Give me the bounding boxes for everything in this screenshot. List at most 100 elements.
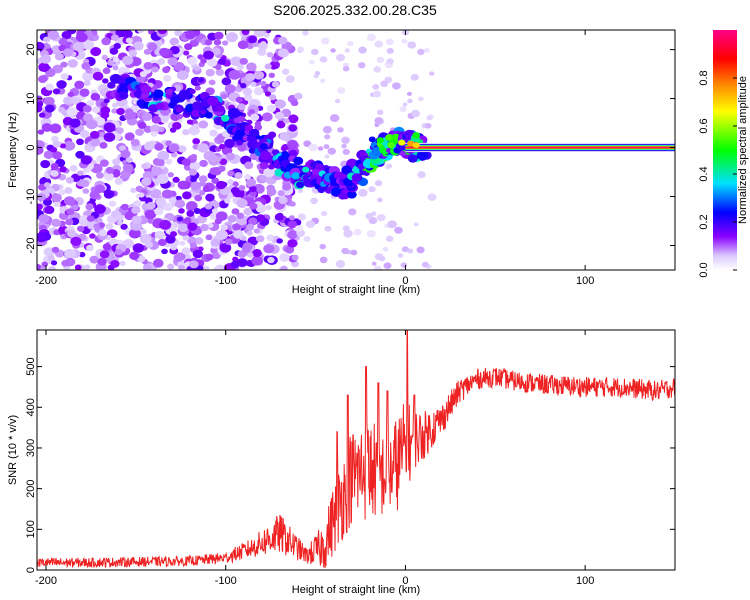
spectral-blob xyxy=(291,254,299,261)
spectral-blob xyxy=(119,260,126,266)
spectral-blob xyxy=(194,85,201,91)
spectral-blob xyxy=(84,264,91,270)
spectral-blob xyxy=(407,154,418,163)
spectral-blob xyxy=(386,163,393,169)
colorbar-ticks: 0.0 0.2 0.4 0.6 0.8 xyxy=(698,70,737,278)
spectral-blob xyxy=(200,58,207,64)
spectral-blob xyxy=(135,128,144,136)
spectral-blob xyxy=(150,124,161,133)
spectral-blob xyxy=(269,94,277,101)
spectral-blob xyxy=(72,41,85,52)
snr-series-line xyxy=(37,330,675,569)
spectral-blob xyxy=(114,248,123,256)
spectral-blob xyxy=(218,165,226,172)
spectral-blob xyxy=(51,193,62,202)
spectral-blob xyxy=(144,141,155,151)
spectral-blob xyxy=(351,173,361,182)
spectral-blob xyxy=(135,146,142,152)
spectral-blob xyxy=(50,146,58,153)
spectral-blob xyxy=(277,190,285,197)
spectral-blob xyxy=(37,203,43,211)
snr-frame xyxy=(36,329,676,571)
spectral-blob xyxy=(44,104,55,113)
spectral-blob xyxy=(274,213,284,221)
spectral-blob xyxy=(58,189,66,196)
spectral-blob xyxy=(366,229,376,238)
spectral-blob xyxy=(302,30,309,36)
spectral-blob xyxy=(82,40,95,50)
spectral-blob xyxy=(161,248,168,255)
spectral-blob xyxy=(327,147,337,155)
spectral-blob xyxy=(120,223,128,230)
spectral-blob xyxy=(130,56,142,67)
spectral-blob xyxy=(237,144,247,152)
carrier-line-band xyxy=(405,147,675,149)
spectral-blob xyxy=(188,125,200,136)
spectral-blob xyxy=(231,208,240,215)
spectral-blob xyxy=(189,88,196,95)
spectral-blob xyxy=(285,75,295,83)
spectral-blob xyxy=(263,32,270,38)
colorbar-tick-label: 0.0 xyxy=(698,262,710,277)
spectral-blob xyxy=(75,150,85,159)
spectral-blob xyxy=(174,199,186,209)
spectral-blob xyxy=(74,80,85,90)
spectral-blob xyxy=(248,217,258,226)
spectral-blob xyxy=(113,42,121,50)
spectral-blob xyxy=(376,109,384,116)
spectral-blob xyxy=(385,235,394,242)
colorbar-label: Normalized spectral amplitude xyxy=(737,76,749,224)
colorbar-tick-label: 0.4 xyxy=(698,166,710,181)
spectral-blob xyxy=(314,70,321,76)
spectral-blob xyxy=(212,251,221,260)
spectral-blob xyxy=(58,44,67,52)
spectral-blob xyxy=(278,196,288,205)
spectral-blob xyxy=(224,238,233,245)
spectral-blob xyxy=(61,30,72,40)
spectral-blob xyxy=(260,151,272,161)
colorbar-gradient xyxy=(713,30,737,270)
spectral-blob xyxy=(421,261,429,268)
spectral-blob xyxy=(253,228,260,234)
spectral-blob xyxy=(236,258,248,267)
spectral-blob xyxy=(244,174,251,180)
spectral-blob xyxy=(248,109,256,115)
spectral-blob xyxy=(89,255,99,264)
y-tick-label: 300 xyxy=(25,439,37,457)
spectral-blob xyxy=(69,118,81,128)
spectral-blob xyxy=(173,253,184,262)
spectral-blob xyxy=(177,180,189,190)
spectral-blob xyxy=(358,46,367,54)
spectral-blob xyxy=(132,243,145,253)
spectral-blob xyxy=(138,192,145,198)
spectral-blob xyxy=(266,104,277,113)
spectral-blob xyxy=(38,214,50,224)
spectral-blob xyxy=(283,118,290,124)
spectrogram-x-label: Height of straight line (km) xyxy=(292,284,420,296)
spectral-blob xyxy=(266,51,274,58)
spectral-blob xyxy=(103,190,114,199)
spectral-blob xyxy=(320,37,330,45)
spectral-blob xyxy=(337,87,346,94)
spectral-blob xyxy=(320,78,326,83)
spectral-blob xyxy=(220,224,229,231)
spectral-blob xyxy=(206,58,218,67)
spectral-blob xyxy=(219,158,228,166)
spectral-blob xyxy=(67,229,77,238)
spectral-blob xyxy=(103,132,116,142)
spectral-blob xyxy=(424,122,432,129)
spectral-blob xyxy=(92,71,104,81)
spectral-blob xyxy=(150,188,162,199)
spectral-blob xyxy=(374,180,383,187)
spectral-blob xyxy=(45,83,54,91)
x-tick-label: 0 xyxy=(402,575,408,587)
spectral-blob xyxy=(192,249,203,259)
snr-x-ticks: -200 -100 0 100 xyxy=(35,330,594,587)
spectral-blob xyxy=(219,242,232,253)
spectral-blob xyxy=(116,220,123,226)
spectral-blob xyxy=(163,74,172,82)
spectral-blob xyxy=(297,46,305,53)
colorbar: 0.0 0.2 0.4 0.6 0.8 Normalized spectral ampl… xyxy=(698,30,749,278)
spectral-blob xyxy=(204,111,213,119)
spectral-blob xyxy=(107,59,115,66)
